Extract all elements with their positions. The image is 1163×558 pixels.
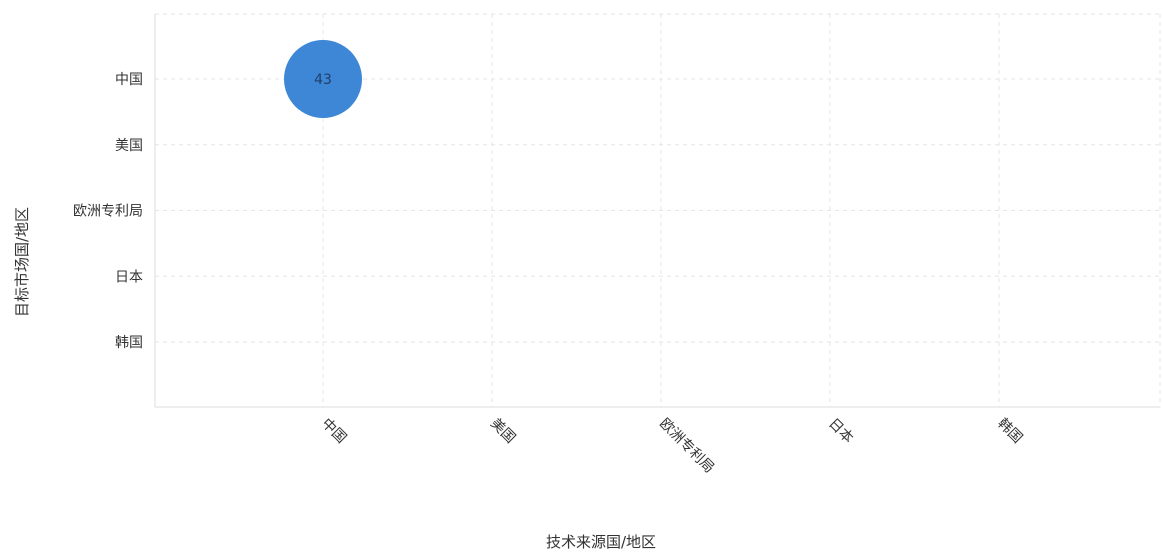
x-tick-label: 中国 (318, 416, 349, 447)
x-tick-label: 日本 (825, 416, 856, 447)
bubble-value-label: 43 (314, 72, 332, 88)
x-tick-label: 欧洲专利局 (656, 416, 717, 477)
x-tick-label: 美国 (487, 416, 518, 447)
x-tick-labels: 中国 美国 欧洲专利局 日本 韩国 (318, 416, 1025, 477)
x-tick-label: 韩国 (994, 416, 1025, 447)
bubble-point[interactable] (284, 40, 362, 118)
y-tick-label: 韩国 (115, 335, 143, 351)
y-tick-label: 美国 (115, 138, 143, 154)
y-tick-label: 日本 (115, 269, 143, 285)
y-tick-label: 欧洲专利局 (73, 204, 143, 220)
x-axis-title: 技术来源国/地区 (546, 533, 656, 551)
y-tick-label: 中国 (115, 72, 143, 88)
y-axis-title: 目标市场国/地区 (13, 207, 31, 317)
bubble-layer: 43 (284, 40, 362, 118)
axis-layer (154, 14, 1160, 408)
